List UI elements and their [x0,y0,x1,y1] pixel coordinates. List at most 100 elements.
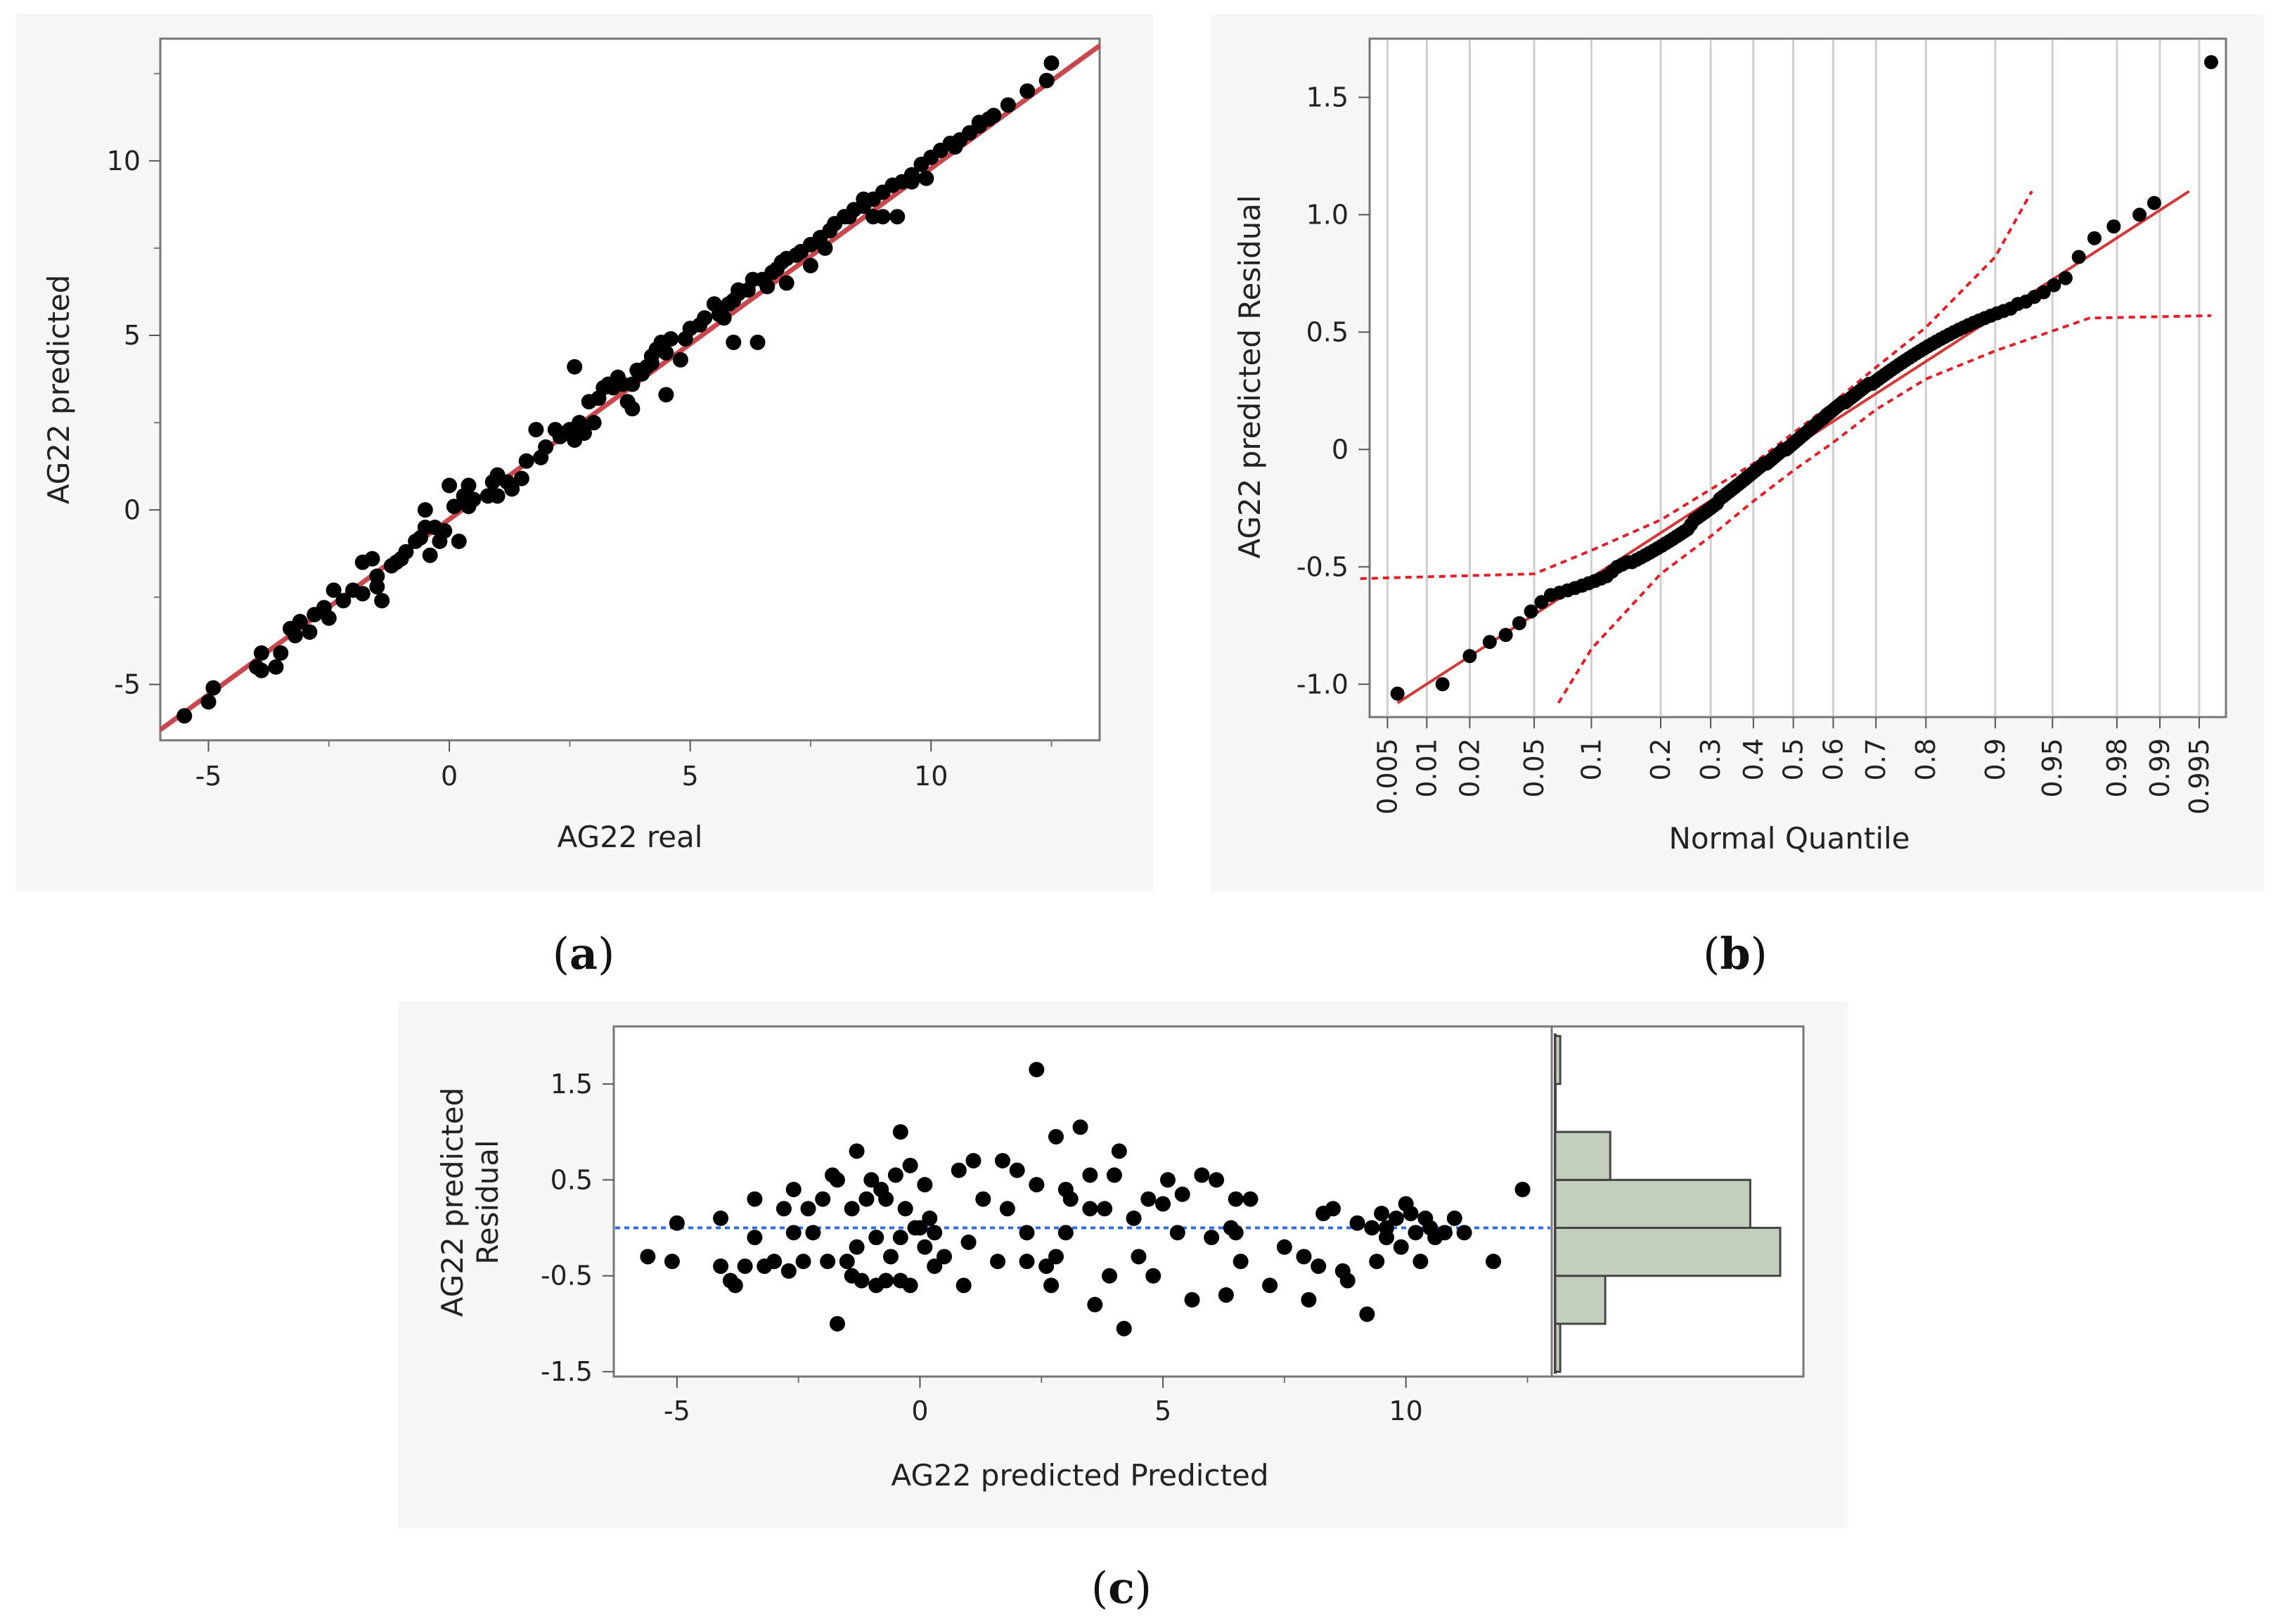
panel-a-point [971,115,987,131]
panel-a-point [437,523,453,539]
panel-c-x-tick-label: -5 [664,1396,690,1426]
panel-a-point [716,310,732,326]
panel-a-point [538,439,554,455]
panel-a-point [865,209,881,225]
panel-a-ticks: -5 0 5 10 -5 0 5 10 [107,72,1053,792]
panel-c-point [1408,1225,1424,1241]
panel-b-y-tick-label: 1.5 [1306,82,1349,112]
panel-a-x-tick-label: -5 [195,761,222,792]
panel-c-point [849,1143,865,1159]
panel-c-point [1131,1249,1147,1265]
panel-c-point [766,1254,783,1270]
panel-c-point [1097,1201,1113,1217]
panel-c-point [892,1230,908,1246]
panel-c-point [892,1124,908,1140]
panel-c-x-tick-label: 5 [1154,1396,1171,1426]
panel-c-point [1111,1143,1127,1159]
panel-a-point [1019,83,1036,99]
panel-c-point [1209,1172,1225,1188]
panel-a-point [697,310,713,326]
panel-a-point [461,498,477,515]
panel-a-point [451,533,467,549]
panel-a-point [388,554,404,570]
panel-c-point [887,1167,903,1183]
panel-c-point [849,1239,865,1255]
panel-a-point [567,359,583,375]
panel-a-point [773,254,790,270]
panel-c-point [1296,1249,1312,1265]
panel-a-point [672,352,688,368]
panel-c-point [902,1157,918,1173]
panel-b-point [2087,231,2102,245]
panel-a-point [354,554,371,570]
panel-b-point [1462,649,1477,664]
panel-b-x-tick-label: 0.2 [1645,738,1676,780]
panel-a-point [354,586,371,602]
panel-c-point [1159,1172,1176,1188]
panel-a-point [326,582,342,598]
panel-b-point [1435,677,1450,692]
panel-a-y-tick-label: 0 [124,494,141,525]
panel-a-x-axis-title: AG22 real [558,820,703,854]
panel-a-point [658,344,674,361]
panel-c-point [1116,1320,1132,1336]
panel-a-point [643,355,659,371]
panel-a-point [802,257,818,273]
panel-a-point [513,470,529,486]
panel-b-x-tick-label: 0.3 [1695,738,1726,780]
panel-a-point [947,138,963,155]
panel-c-point [1218,1287,1234,1303]
panel-b-point [1482,635,1497,650]
panel-c-point [844,1268,860,1284]
panel-c-point [737,1258,753,1275]
panel-a-point [759,278,776,295]
panel-a-point [335,593,352,609]
panel-b-point [2071,250,2086,264]
panel-c-point [1019,1254,1035,1270]
panel-c-point [902,1277,918,1294]
panel-b-x-tick-label: 0.01 [1411,738,1442,798]
panel-b-point [2132,207,2147,222]
panel-c-point [1403,1206,1419,1222]
panel-c-ticks: -5 0 5 10 -1.5 -0.5 0.5 1.5 [541,1069,1529,1426]
panel-c-histogram [1554,1033,1782,1374]
panel-c-point [912,1220,928,1236]
panel-c-point [868,1230,884,1246]
panel-c-point [1311,1258,1327,1275]
panel-c-point [1228,1191,1244,1207]
panel-a-point [932,142,948,158]
panel-c-point [1019,1225,1035,1241]
panel-a-point [489,488,506,504]
panel-b-x-tick-label: 0.5 [1778,738,1809,780]
panel-c-point [1009,1162,1025,1178]
panel-c-point [1388,1210,1404,1226]
panel-b-x-tick-label: 0.1 [1576,738,1607,780]
panel-c-y-tick-label: 0.5 [551,1164,593,1195]
panel-c-point [1417,1210,1434,1226]
panel-c-point [669,1215,685,1231]
panel-c-point [1378,1220,1394,1236]
panel-c-point [1169,1225,1185,1241]
panel-a-y-axis-title: AG22 predicted [41,275,76,505]
panel-c-x-tick-label: 10 [1389,1396,1422,1426]
panel-b-y-tick-label: -0.5 [1296,551,1349,582]
panel-c-point [960,1234,977,1250]
panel-c-point [1062,1191,1079,1207]
panel-c-point [815,1191,831,1207]
panel-c-point [829,1172,845,1188]
panel-c-histogram-bar [1554,1178,1751,1230]
panel-a-point [282,621,298,637]
panel-b-x-tick-label: 0.05 [1519,738,1550,798]
panel-a-chart: -5 0 5 10 -5 0 5 10 AG22 real AG22 predicted [41,37,1102,854]
panel-b-band-upper [1360,191,2033,580]
panel-a-point [268,659,284,675]
panel-c-histogram-bar [1554,1130,1611,1181]
svg-text:(b): (b) [1703,928,1768,979]
panel-c-point [713,1210,729,1226]
panel-c-point [1456,1225,1472,1241]
panel-b-ticks: 0.005 0.01 0.02 0.05 0.1 0.2 0.3 0.4 0.5 0.6 0.7 0.… [1296,82,2215,814]
caption-c-letter: c [1108,1562,1135,1613]
panel-c-point [878,1191,894,1207]
panel-c-point [839,1254,855,1270]
